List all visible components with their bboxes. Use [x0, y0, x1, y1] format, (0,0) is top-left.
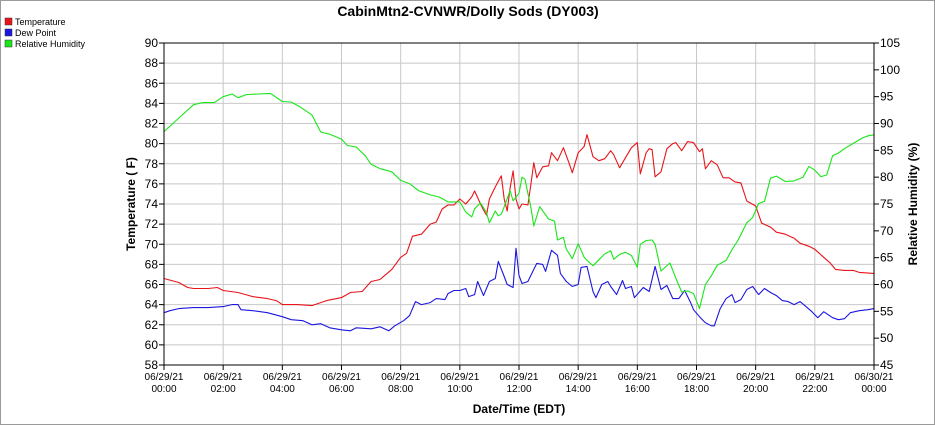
y-tick-label: 58	[145, 358, 159, 372]
x-tick-time: 10:00	[447, 384, 472, 395]
legend-swatch-relative-humidity	[4, 39, 13, 48]
x-tick-date: 06/29/21	[440, 372, 479, 383]
x-tick-time: 16:00	[625, 384, 650, 395]
series-layer	[163, 92, 875, 332]
y2-tick-label: 50	[880, 331, 894, 345]
y-axis-title: Temperature ( F)	[124, 157, 138, 251]
y-tick-label: 74	[145, 197, 159, 211]
legend-label-dew-point: Dew Point	[15, 28, 57, 38]
x-tick-date: 06/29/21	[795, 372, 834, 383]
y2-tick-label: 60	[880, 278, 894, 292]
x-tick-time: 00:00	[861, 384, 886, 395]
series-line-temperature	[163, 134, 875, 307]
y-tick-label: 88	[145, 56, 159, 70]
y2-tick-label: 85	[880, 143, 894, 157]
y-tick-label: 66	[145, 278, 159, 292]
y-axis-right: 45 50 55 60 65 70 75 80 85 90 95 100 105	[874, 36, 900, 372]
y2-axis-title: Relative Humidity (%)	[906, 143, 920, 266]
y-tick-label: 80	[145, 137, 159, 151]
y2-tick-label: 75	[880, 197, 894, 211]
x-axis: 06/29/2100:0006/29/2102:0006/29/2104:000…	[145, 365, 894, 395]
y-tick-label: 78	[145, 157, 159, 171]
y-tick-label: 84	[145, 96, 159, 110]
x-tick-time: 20:00	[743, 384, 768, 395]
y-tick-label: 64	[145, 298, 159, 312]
y2-tick-label: 90	[880, 117, 894, 131]
y-tick-label: 68	[145, 257, 159, 271]
x-tick-time: 02:00	[211, 384, 236, 395]
x-tick-date: 06/30/21	[855, 372, 894, 383]
series-line-dew-point	[163, 247, 875, 332]
x-tick-time: 08:00	[388, 384, 413, 395]
legend-swatch-temperature	[4, 17, 13, 26]
y-tick-label: 62	[145, 318, 159, 332]
x-tick-date: 06/29/21	[263, 372, 302, 383]
x-tick-time: 00:00	[151, 384, 176, 395]
y-tick-label: 72	[145, 217, 159, 231]
legend-label-temperature: Temperature	[15, 17, 66, 27]
y-tick-label: 82	[145, 117, 159, 131]
x-tick-date: 06/29/21	[322, 372, 361, 383]
y-tick-label: 60	[145, 338, 159, 352]
series-line-relative-humidity	[163, 92, 875, 310]
y2-tick-label: 65	[880, 251, 894, 265]
y2-tick-label: 80	[880, 170, 894, 184]
y2-tick-label: 105	[880, 36, 900, 50]
x-axis-title: Date/Time (EDT)	[473, 402, 565, 416]
y2-tick-label: 55	[880, 304, 894, 318]
x-tick-time: 04:00	[270, 384, 295, 395]
y2-tick-label: 100	[880, 63, 900, 77]
x-tick-time: 22:00	[802, 384, 827, 395]
x-tick-date: 06/29/21	[204, 372, 243, 383]
x-tick-date: 06/29/21	[145, 372, 184, 383]
x-tick-date: 06/29/21	[677, 372, 716, 383]
chart-title: CabinMtn2-CVNWR/Dolly Sods (DY003)	[337, 3, 598, 19]
y-tick-label: 90	[145, 36, 159, 50]
x-tick-time: 14:00	[566, 384, 591, 395]
legend-swatch-dew-point	[4, 28, 13, 37]
x-tick-time: 06:00	[329, 384, 354, 395]
y2-tick-label: 70	[880, 224, 894, 238]
y-tick-label: 70	[145, 237, 159, 251]
x-tick-date: 06/29/21	[736, 372, 775, 383]
x-tick-time: 12:00	[506, 384, 531, 395]
y2-tick-label: 45	[880, 358, 894, 372]
x-tick-date: 06/29/21	[618, 372, 657, 383]
x-tick-date: 06/29/21	[559, 372, 598, 383]
y-axis-left: 58 60 62 64 66 68 70 72 74 76 78 80 82 84 86 88 90	[145, 36, 164, 372]
x-tick-time: 18:00	[684, 384, 709, 395]
x-tick-date: 06/29/21	[500, 372, 539, 383]
grid	[163, 42, 875, 366]
y2-tick-label: 95	[880, 90, 894, 104]
y-tick-label: 86	[145, 76, 159, 90]
legend-label-relative-humidity: Relative Humidity	[15, 39, 86, 49]
y-tick-label: 76	[145, 177, 159, 191]
x-tick-date: 06/29/21	[381, 372, 420, 383]
